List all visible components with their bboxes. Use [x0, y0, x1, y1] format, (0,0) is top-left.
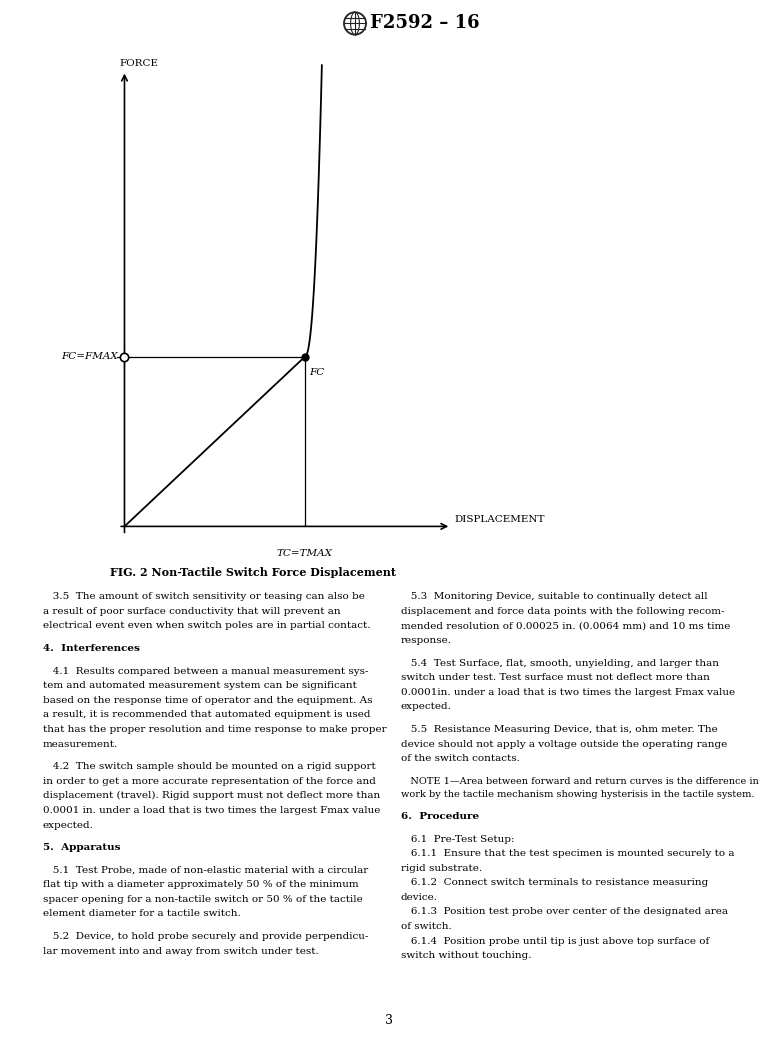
Text: switch without touching.: switch without touching.	[401, 951, 531, 960]
Text: of the switch contacts.: of the switch contacts.	[401, 754, 520, 763]
Text: 5.3  Monitoring Device, suitable to continually detect all: 5.3 Monitoring Device, suitable to conti…	[401, 592, 707, 602]
Text: spacer opening for a non-tactile switch or 50 % of the tactile: spacer opening for a non-tactile switch …	[43, 895, 363, 904]
Text: flat tip with a diameter approximately 50 % of the minimum: flat tip with a diameter approximately 5…	[43, 881, 359, 889]
Text: displacement (travel). Rigid support must not deflect more than: displacement (travel). Rigid support mus…	[43, 791, 380, 801]
Text: work by the tactile mechanism showing hysterisis in the tactile system.: work by the tactile mechanism showing hy…	[401, 790, 754, 799]
Text: that has the proper resolution and time response to make proper: that has the proper resolution and time …	[43, 725, 387, 734]
Text: 6.1.1  Ensure that the test specimen is mounted securely to a: 6.1.1 Ensure that the test specimen is m…	[401, 849, 734, 858]
Text: electrical event even when switch poles are in partial contact.: electrical event even when switch poles …	[43, 621, 370, 631]
Text: FC: FC	[309, 367, 324, 377]
Text: 5.5  Resistance Measuring Device, that is, ohm meter. The: 5.5 Resistance Measuring Device, that is…	[401, 725, 717, 734]
Text: TC=TMAX: TC=TMAX	[277, 549, 333, 558]
Text: element diameter for a tactile switch.: element diameter for a tactile switch.	[43, 910, 240, 918]
Text: 3.5  The amount of switch sensitivity or teasing can also be: 3.5 The amount of switch sensitivity or …	[43, 592, 365, 602]
Text: FC=FMAX: FC=FMAX	[61, 352, 118, 361]
Text: in order to get a more accurate representation of the force and: in order to get a more accurate represen…	[43, 777, 376, 786]
Text: displacement and force data points with the following recom-: displacement and force data points with …	[401, 607, 724, 616]
Text: NOTE 1—Area between forward and return curves is the difference in: NOTE 1—Area between forward and return c…	[401, 777, 759, 786]
Text: 0.0001 in. under a load that is two times the largest Fmax value: 0.0001 in. under a load that is two time…	[43, 806, 380, 815]
Text: response.: response.	[401, 636, 452, 645]
Text: measurement.: measurement.	[43, 739, 118, 748]
Text: device.: device.	[401, 893, 438, 902]
Text: mended resolution of 0.00025 in. (0.0064 mm) and 10 ms time: mended resolution of 0.00025 in. (0.0064…	[401, 621, 730, 631]
Text: a result, it is recommended that automated equipment is used: a result, it is recommended that automat…	[43, 710, 370, 719]
Text: 0.0001in. under a load that is two times the largest Fmax value: 0.0001in. under a load that is two times…	[401, 688, 734, 696]
Text: 3: 3	[385, 1014, 393, 1026]
Text: F2592 – 16: F2592 – 16	[370, 15, 479, 32]
Text: switch under test. Test surface must not deflect more than: switch under test. Test surface must not…	[401, 674, 710, 682]
Text: 6.1  Pre-Test Setup:: 6.1 Pre-Test Setup:	[401, 835, 514, 843]
Text: 6.1.4  Position probe until tip is just above top surface of: 6.1.4 Position probe until tip is just a…	[401, 937, 709, 945]
Text: 5.4  Test Surface, flat, smooth, unyielding, and larger than: 5.4 Test Surface, flat, smooth, unyieldi…	[401, 659, 719, 667]
Text: a result of poor surface conductivity that will prevent an: a result of poor surface conductivity th…	[43, 607, 341, 616]
Text: 5.  Apparatus: 5. Apparatus	[43, 843, 121, 853]
Text: 4.1  Results compared between a manual measurement sys-: 4.1 Results compared between a manual me…	[43, 666, 368, 676]
Text: device should not apply a voltage outside the operating range: device should not apply a voltage outsid…	[401, 739, 727, 748]
Text: 6.1.3  Position test probe over center of the designated area: 6.1.3 Position test probe over center of…	[401, 908, 727, 916]
Text: lar movement into and away from switch under test.: lar movement into and away from switch u…	[43, 946, 318, 956]
Text: DISPLACEMENT: DISPLACEMENT	[454, 515, 545, 525]
Text: expected.: expected.	[43, 820, 93, 830]
Text: 6.1.2  Connect switch terminals to resistance measuring: 6.1.2 Connect switch terminals to resist…	[401, 879, 708, 887]
Text: FIG. 2 Non-Tactile Switch Force Displacement: FIG. 2 Non-Tactile Switch Force Displace…	[110, 567, 396, 578]
Text: based on the response time of operator and the equipment. As: based on the response time of operator a…	[43, 695, 373, 705]
Text: FORCE: FORCE	[120, 59, 159, 69]
Text: 6.  Procedure: 6. Procedure	[401, 812, 478, 821]
Text: tem and automated measurement system can be significant: tem and automated measurement system can…	[43, 681, 356, 690]
Text: expected.: expected.	[401, 703, 451, 711]
Text: rigid substrate.: rigid substrate.	[401, 864, 482, 872]
Text: of switch.: of switch.	[401, 922, 451, 931]
Text: 5.2  Device, to hold probe securely and provide perpendicu-: 5.2 Device, to hold probe securely and p…	[43, 932, 368, 941]
Text: 4.  Interferences: 4. Interferences	[43, 644, 140, 653]
Text: 4.2  The switch sample should be mounted on a rigid support: 4.2 The switch sample should be mounted …	[43, 762, 376, 771]
Text: 5.1  Test Probe, made of non-elastic material with a circular: 5.1 Test Probe, made of non-elastic mate…	[43, 866, 368, 874]
